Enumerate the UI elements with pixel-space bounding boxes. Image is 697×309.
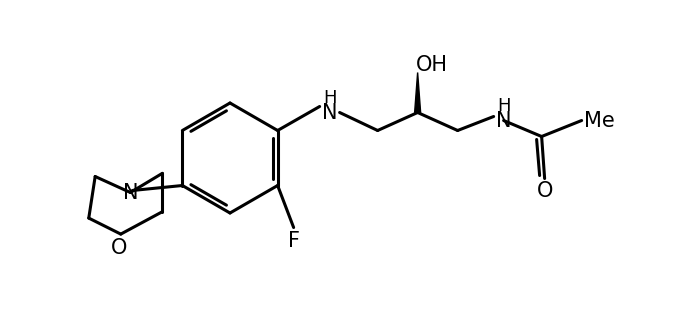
Text: H: H	[323, 88, 337, 107]
Text: O: O	[537, 180, 553, 201]
Text: Me: Me	[584, 111, 615, 130]
Text: OH: OH	[415, 54, 447, 74]
Text: H: H	[497, 96, 510, 115]
Text: O: O	[111, 238, 127, 258]
Polygon shape	[415, 73, 420, 112]
Text: N: N	[123, 183, 138, 202]
Text: N: N	[496, 111, 512, 130]
Text: N: N	[322, 103, 337, 122]
Text: F: F	[288, 231, 300, 251]
